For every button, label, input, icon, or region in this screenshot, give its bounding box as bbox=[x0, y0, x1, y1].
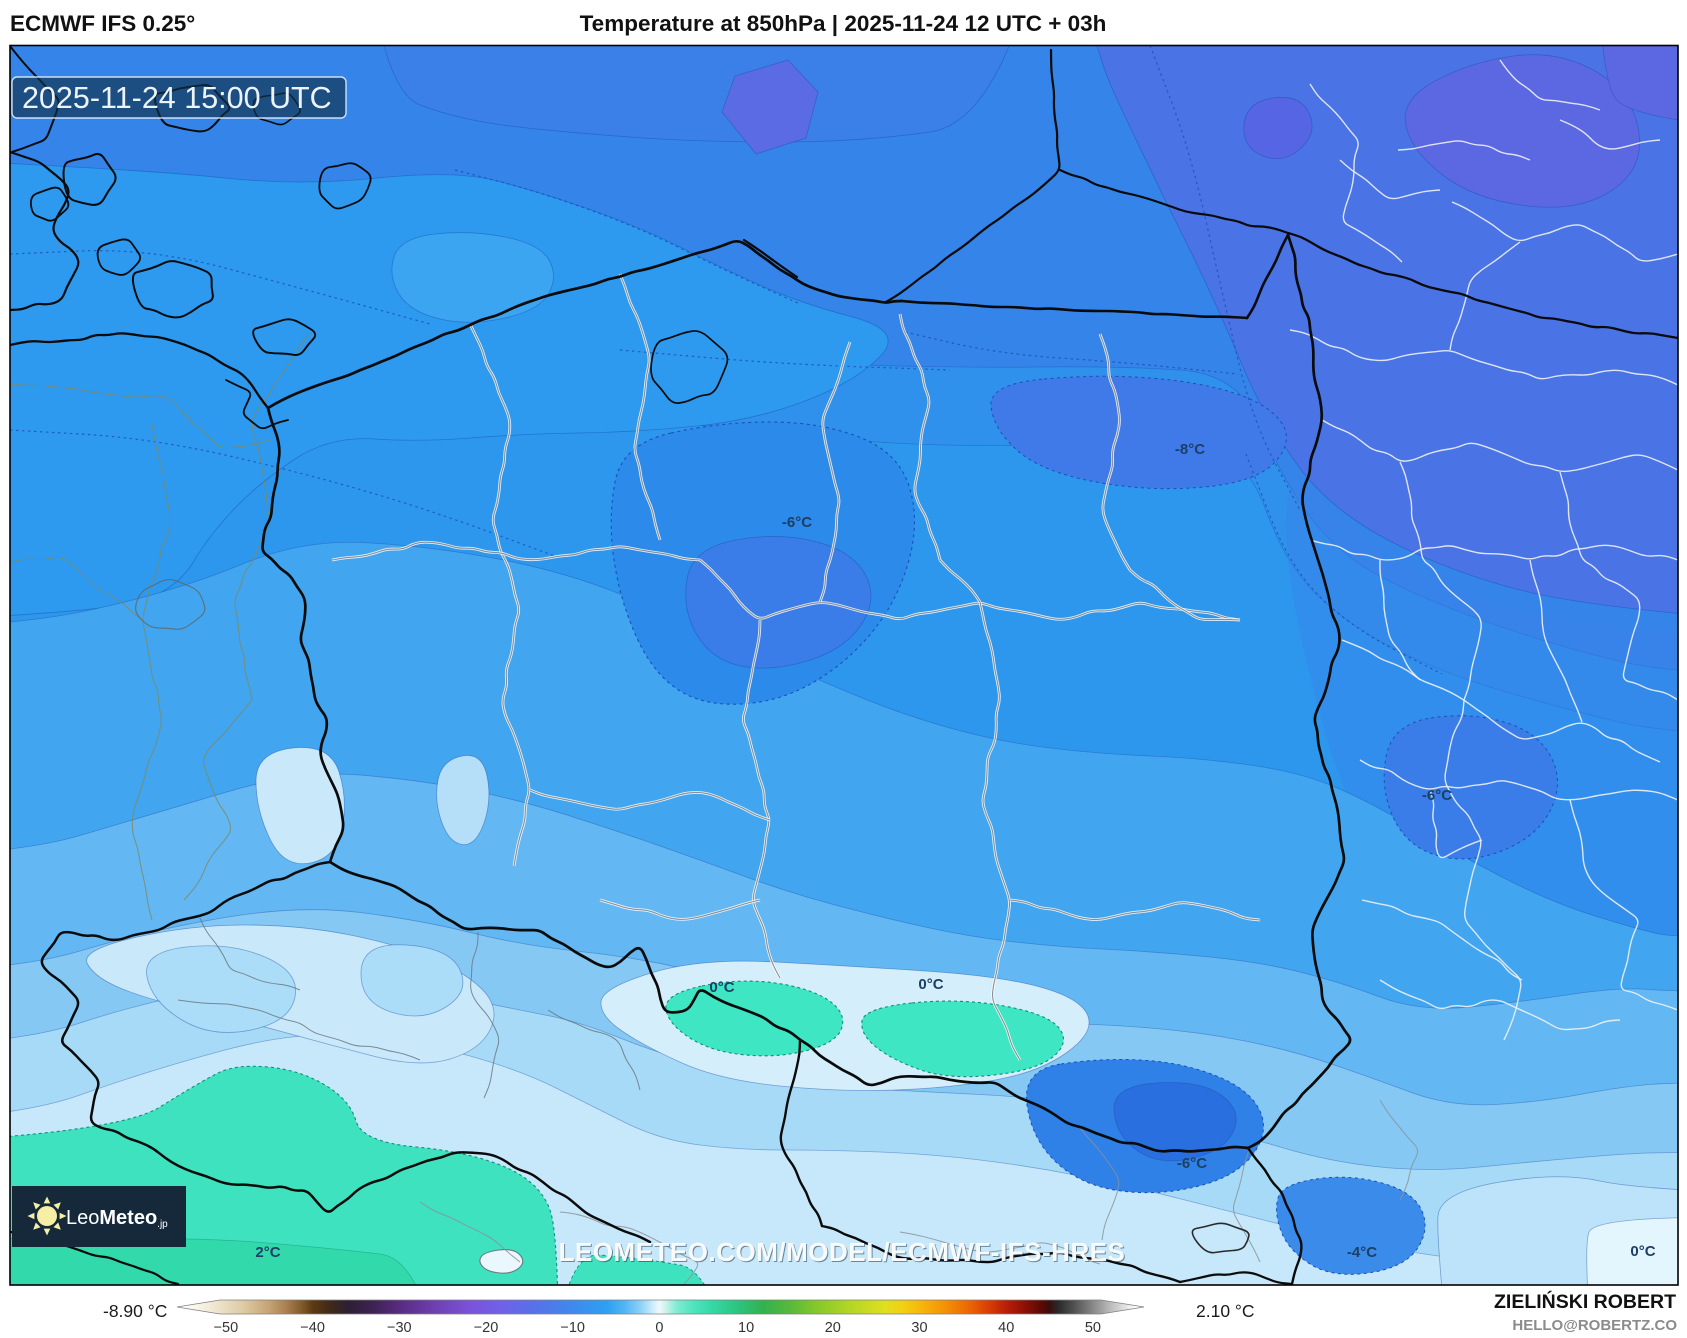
svg-text:-4°C: -4°C bbox=[1347, 1244, 1377, 1261]
svg-text:LeoMeteo.jp: LeoMeteo.jp bbox=[66, 1207, 168, 1230]
svg-text:2025-11-24 15:00 UTC: 2025-11-24 15:00 UTC bbox=[22, 81, 332, 115]
svg-text:Temperature at 850hPa | 2025-1: Temperature at 850hPa | 2025-11-24 12 UT… bbox=[580, 11, 1107, 36]
svg-text:-6°C: -6°C bbox=[782, 514, 812, 531]
svg-text:10: 10 bbox=[738, 1320, 754, 1336]
svg-text:−30: −30 bbox=[387, 1320, 412, 1336]
svg-text:HELLO@ROBERTZ.CO: HELLO@ROBERTZ.CO bbox=[1512, 1317, 1677, 1334]
svg-text:0°C: 0°C bbox=[1630, 1243, 1655, 1260]
svg-text:50: 50 bbox=[1085, 1320, 1101, 1336]
svg-text:0: 0 bbox=[655, 1320, 663, 1336]
svg-text:−10: −10 bbox=[560, 1320, 585, 1336]
svg-text:−50: −50 bbox=[214, 1320, 239, 1336]
svg-text:−40: −40 bbox=[300, 1320, 325, 1336]
svg-text:-8°C: -8°C bbox=[1175, 441, 1205, 458]
svg-text:−20: −20 bbox=[474, 1320, 499, 1336]
svg-text:ECMWF IFS 0.25°: ECMWF IFS 0.25° bbox=[10, 11, 195, 36]
svg-text:2°C: 2°C bbox=[255, 1244, 280, 1261]
svg-text:-6°C: -6°C bbox=[1422, 787, 1452, 804]
svg-text:2.10 °C: 2.10 °C bbox=[1196, 1301, 1255, 1321]
svg-text:LEOMETEO.COM/MODEL/ECMWF-IFS-H: LEOMETEO.COM/MODEL/ECMWF-IFS-HRES bbox=[560, 1238, 1127, 1268]
svg-text:20: 20 bbox=[825, 1320, 841, 1336]
svg-text:40: 40 bbox=[998, 1320, 1014, 1336]
svg-text:-6°C: -6°C bbox=[1177, 1155, 1207, 1172]
svg-text:0°C: 0°C bbox=[918, 976, 943, 993]
svg-text:ZIELIŃSKI ROBERT: ZIELIŃSKI ROBERT bbox=[1494, 1290, 1676, 1313]
svg-text:-8.90 °C: -8.90 °C bbox=[103, 1301, 167, 1321]
svg-text:0°C: 0°C bbox=[709, 979, 734, 996]
svg-text:30: 30 bbox=[911, 1320, 927, 1336]
svg-text:LEOMETEO.COM/MODEL/ECMWF-IFS-H: LEOMETEO.COM/MODEL/ECMWF-IFS-HRES bbox=[559, 1237, 1126, 1267]
